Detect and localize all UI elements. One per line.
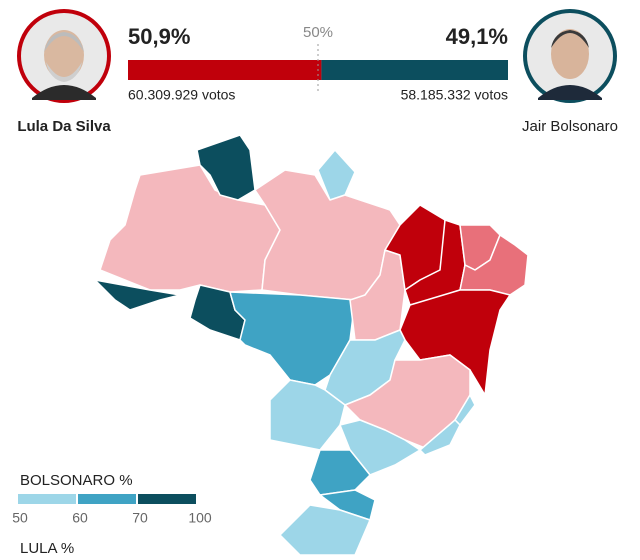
legend-title: BOLSONARO % [20,472,133,489]
lula-name: Lula Da Silva [17,118,111,135]
legend-second-title: LULA % [20,540,74,557]
bolsonaro-percent: 49,1% [446,24,508,49]
lula-votes: 60.309.929 votos [128,87,235,103]
legend-swatch [138,494,196,504]
legend-tick-label: 50 [12,510,28,526]
legend-tick-label: 70 [132,510,148,526]
bolsonaro-portrait [523,9,617,103]
bolsonaro-name: Jair Bolsonaro [522,118,618,135]
lula-percent: 50,9% [128,24,190,49]
lula-bar [128,60,322,80]
brazil-map [94,134,529,556]
legend-swatch [18,494,76,504]
bolsonaro-votes: 58.185.332 votos [401,87,508,103]
legend-swatch [78,494,136,504]
legend-tick-label: 60 [72,510,88,526]
legend-tick-label: 100 [188,510,212,526]
lula-portrait [17,9,111,103]
bolsonaro-bar [321,60,508,80]
midpoint-label: 50% [303,24,333,41]
